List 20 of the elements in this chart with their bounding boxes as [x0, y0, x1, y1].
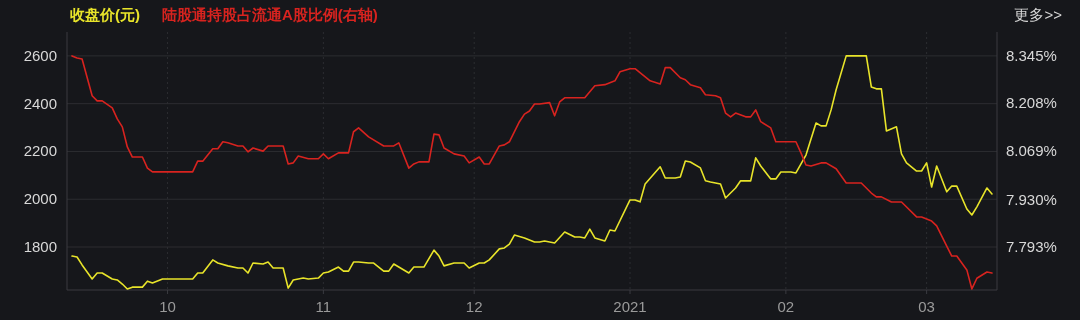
- x-tick-label: 12: [465, 298, 483, 315]
- y2-tick-label: 8.345%: [1006, 46, 1057, 64]
- x-tick-label: 10: [159, 298, 176, 315]
- x-tick-label: 11: [315, 298, 332, 315]
- x-tick-label: 2021: [613, 298, 647, 315]
- y2-tick-label: 8.208%: [1006, 94, 1057, 112]
- y-tick-label: 2200: [23, 142, 57, 160]
- y2-tick-label: 7.930%: [1006, 190, 1057, 208]
- text: 收盘价(元): [70, 6, 140, 23]
- y-tick-label: 2600: [23, 46, 57, 64]
- x-tick-label: 03: [918, 298, 935, 315]
- text: 陆股通持股占流通A股比例(右轴): [162, 6, 378, 23]
- y2-tick-label: 8.069%: [1006, 142, 1057, 160]
- y-tick-label: 2000: [23, 190, 57, 208]
- line-series: [71, 55, 993, 290]
- x-tick-label: 02: [777, 298, 795, 315]
- y-tick-label: 2400: [23, 94, 57, 112]
- y-tick-label: 1800: [23, 238, 57, 255]
- text: 更多>>: [1014, 6, 1063, 23]
- y2-tick-label: 7.793%: [1006, 238, 1057, 256]
